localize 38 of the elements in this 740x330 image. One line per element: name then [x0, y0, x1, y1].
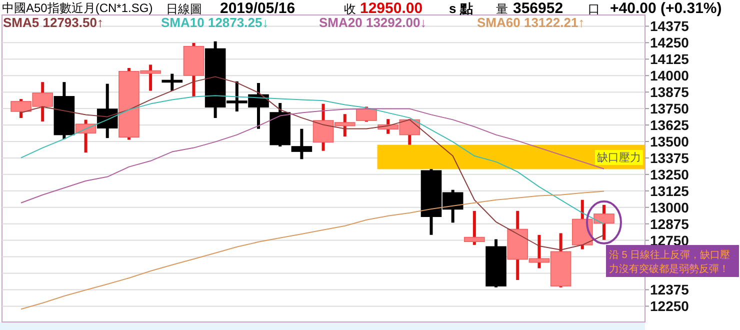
- y-tick-label: 13750: [650, 100, 690, 117]
- text: SMA10 12873.25↓: [161, 15, 269, 30]
- annotation: 12950.00: [360, 0, 423, 17]
- y-tick-label: 14375: [650, 18, 690, 34]
- annotation: 356952: [513, 0, 564, 17]
- annotation: 收: [344, 2, 356, 16]
- text: SMA20 13292.00↓: [319, 15, 427, 30]
- line-series: [20, 190, 604, 310]
- y-tick-label: 13000: [650, 199, 690, 216]
- y-tick-label: 13625: [650, 117, 690, 134]
- annotation: +40.00 (+0.31%): [610, 0, 722, 17]
- annotation: 2019/05/16: [220, 0, 296, 17]
- y-tick-label: 12250: [650, 298, 690, 314]
- annotation: 口: [588, 2, 600, 16]
- candlestick: [96, 84, 118, 138]
- y-tick-label: 14250: [650, 34, 690, 51]
- candlestick: [464, 210, 485, 245]
- candlestick: [356, 106, 377, 122]
- y-tick-label: 14125: [650, 51, 690, 68]
- candlestick: [75, 120, 96, 153]
- y-tick-label: 13125: [650, 182, 690, 199]
- y-tick-label: 13375: [650, 150, 690, 166]
- annotation: 量: [496, 2, 508, 16]
- annotation: 沿 5 日線往上反彈，缺口壓力沒有突破都是弱勢反彈！: [609, 249, 730, 275]
- candlestick: [162, 74, 183, 91]
- y-tick-label: 12875: [650, 216, 690, 232]
- candlestick: [291, 128, 312, 160]
- chart-title: 中國A50指數近月(CN*1.SG): [2, 1, 153, 15]
- y-tick-label: 13500: [650, 133, 690, 150]
- text: SMA60 13122.21↑: [477, 15, 585, 30]
- y-tick-label: 13250: [650, 166, 690, 182]
- y-tick-label: 12375: [650, 282, 690, 298]
- text: SMA5 12793.50↑: [3, 15, 104, 30]
- annotation: 日線圖: [166, 2, 202, 16]
- y-tick-label: 14000: [650, 68, 690, 84]
- y-tick-label: 13875: [650, 84, 690, 100]
- band-label: 缺口壓力: [597, 150, 641, 164]
- annotation: s 點: [449, 1, 473, 16]
